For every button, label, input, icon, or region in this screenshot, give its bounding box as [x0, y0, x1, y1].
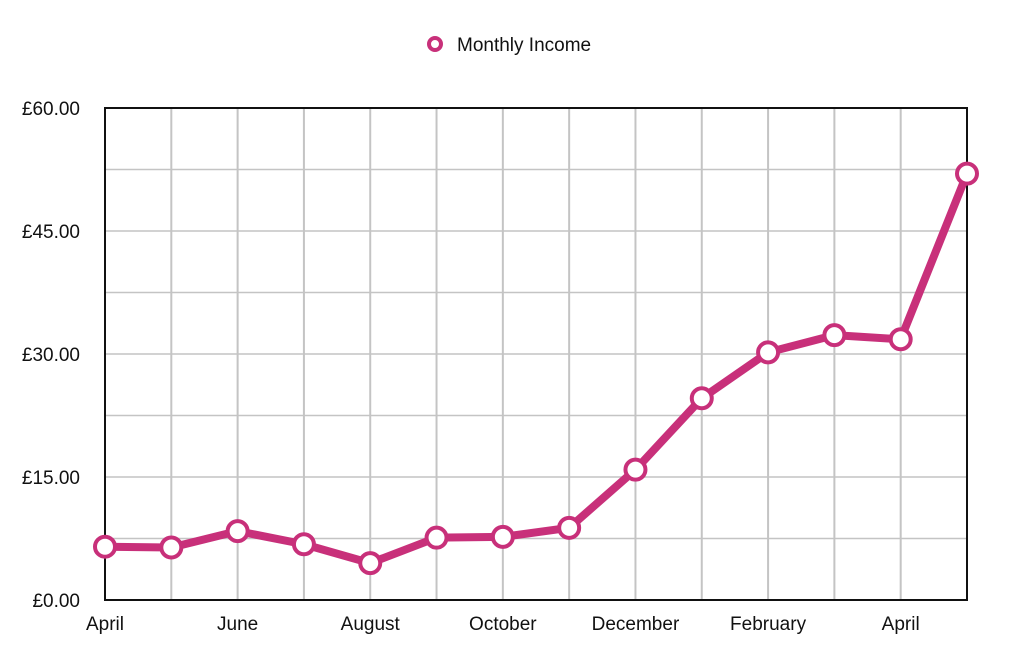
- data-point: [424, 525, 449, 550]
- x-tick-label: February: [730, 614, 807, 635]
- x-tick-label: April: [882, 614, 920, 635]
- data-point: [888, 327, 913, 352]
- data-point: [689, 386, 714, 411]
- data-point: [225, 519, 250, 544]
- series-line: [101, 169, 971, 568]
- x-tick-label: August: [341, 614, 401, 635]
- x-tick-label: December: [592, 614, 680, 635]
- x-tick-label: June: [217, 614, 258, 635]
- y-axis: £0.00 £15.00 £30.00 £45.00 £60.00: [22, 99, 80, 612]
- data-point: [557, 515, 582, 540]
- data-point: [955, 161, 979, 186]
- y-tick-label: £60.00: [22, 99, 80, 120]
- data-point: [358, 551, 383, 576]
- data-point: [822, 323, 847, 348]
- data-point: [756, 340, 781, 365]
- y-tick-label: £15.00: [22, 468, 80, 489]
- data-point: [490, 524, 515, 549]
- data-point: [291, 532, 316, 557]
- x-tick-label: April: [86, 614, 124, 635]
- x-axis: April June August October December February Ap…: [86, 614, 920, 635]
- y-tick-label: £0.00: [32, 591, 80, 612]
- data-point: [623, 457, 648, 482]
- plot-frame: [104, 107, 968, 601]
- data-point: [93, 534, 117, 559]
- legend: Monthly Income: [427, 35, 591, 56]
- series-monthly-income: [93, 161, 979, 576]
- legend-label: Monthly Income: [457, 35, 591, 56]
- data-point: [159, 535, 184, 560]
- y-tick-label: £30.00: [22, 345, 80, 366]
- y-tick-label: £45.00: [22, 222, 80, 243]
- x-tick-label: October: [469, 614, 537, 635]
- circle-marker-icon: [427, 36, 443, 52]
